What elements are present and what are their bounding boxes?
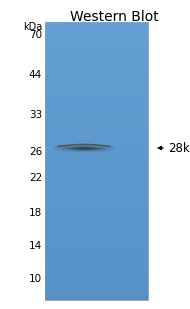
- Bar: [45, 22, 148, 300]
- Text: kDa: kDa: [23, 22, 42, 32]
- Text: 22: 22: [29, 173, 42, 183]
- Text: 70: 70: [29, 30, 42, 40]
- Text: 26: 26: [29, 147, 42, 157]
- Text: Western Blot: Western Blot: [70, 10, 158, 24]
- Text: 28kDa: 28kDa: [168, 142, 190, 154]
- Text: 10: 10: [29, 274, 42, 284]
- Text: 44: 44: [29, 70, 42, 80]
- Text: 14: 14: [29, 241, 42, 251]
- Text: 18: 18: [29, 208, 42, 218]
- Text: 33: 33: [29, 110, 42, 120]
